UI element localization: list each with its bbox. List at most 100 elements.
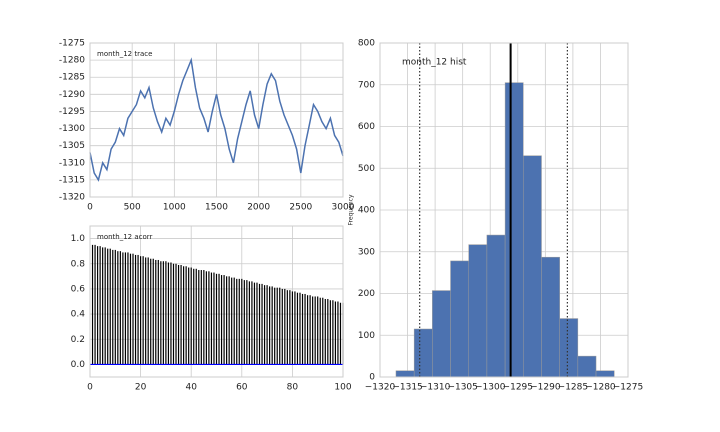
y-tick-label: 700: [358, 80, 375, 90]
acorr-stem: [253, 282, 256, 365]
acorr-stem: [122, 252, 124, 365]
acorr-stem: [190, 267, 192, 365]
acorr-stem: [218, 273, 220, 365]
acorr-stem: [198, 270, 200, 365]
x-tick-label: 80: [287, 383, 299, 393]
acorr-stem: [256, 282, 258, 365]
hist-bar: [468, 244, 488, 378]
acorr-stem: [200, 270, 202, 365]
acorr-stem: [117, 251, 119, 365]
acorr-stem: [248, 281, 250, 365]
acorr-stem: [172, 263, 175, 365]
acorr-stem: [160, 261, 162, 365]
x-tick-label: 60: [236, 383, 248, 393]
acorr-stem: [152, 258, 154, 365]
acorr-stem: [220, 275, 223, 365]
x-tick-label: 40: [185, 383, 197, 393]
hist-bar: [595, 370, 615, 378]
x-tick-label: 1500: [205, 203, 228, 213]
y-tick-label: -1320: [59, 193, 85, 203]
acorr-stem: [258, 283, 261, 365]
acorr-stem: [233, 277, 235, 365]
acorr-stem: [314, 296, 316, 365]
acorr-stem: [203, 270, 205, 365]
acorr-stem: [274, 287, 276, 365]
hist-bar: [432, 290, 451, 378]
y-tick-label: 400: [358, 206, 375, 216]
acorr-stem: [107, 248, 109, 365]
acorr-stem: [112, 249, 114, 365]
acorr-stem: [124, 252, 127, 365]
y-tick-label: -1290: [59, 90, 85, 100]
acorr-stem: [284, 288, 286, 365]
x-tick-label: −1295: [503, 383, 533, 393]
acorr-stem: [289, 290, 291, 365]
acorr-stem: [210, 272, 213, 365]
axes-title: month_12 trace: [97, 50, 152, 58]
axes-frame: [379, 42, 629, 378]
acorr-stem: [213, 272, 215, 365]
acorr-stem: [301, 293, 304, 365]
acorr-stem: [223, 275, 225, 365]
acorr-stem: [162, 261, 164, 365]
acorr-stem: [269, 286, 271, 365]
acorr-stem: [109, 248, 111, 365]
acorr-stem: [304, 293, 306, 365]
acorr-stem: [279, 287, 281, 365]
acorr-stem: [291, 291, 293, 365]
acorr-stem: [119, 251, 121, 365]
trace-line: [89, 57, 344, 182]
y-tick-label: -1300: [59, 124, 85, 134]
acorr-stem: [329, 300, 331, 365]
y-tick-label: -1310: [59, 158, 85, 168]
acorr-stem: [102, 247, 104, 365]
acorr-stem: [137, 254, 139, 365]
x-tick-label: 500: [124, 203, 141, 213]
acorr-stem: [306, 295, 309, 365]
acorr-stem: [238, 278, 240, 365]
acorr-stem: [317, 296, 319, 365]
x-tick-label: −1275: [613, 383, 643, 393]
y-tick-label: 300: [358, 247, 375, 257]
axes-title: month_12 hist: [402, 58, 467, 68]
y-tick-label: 500: [358, 164, 375, 174]
acorr-stem: [193, 268, 195, 365]
acorr-stem: [276, 287, 278, 365]
acorr-stem: [299, 292, 301, 365]
acorr-stem: [96, 246, 99, 365]
x-tick-label: −1285: [558, 383, 588, 393]
acorr-stem: [215, 273, 218, 365]
x-tick-label: 20: [135, 383, 147, 393]
acorr-stem: [327, 298, 329, 365]
acorr-stem: [243, 280, 245, 365]
acorr-stem: [324, 298, 326, 365]
acorr-stem: [226, 276, 228, 365]
hist-bar: [395, 370, 415, 378]
acorr-stem: [185, 266, 187, 365]
acorr-stem: [205, 271, 207, 365]
acorr-stem: [266, 285, 268, 365]
acorr-stem: [188, 267, 190, 365]
acorr-stem: [281, 288, 283, 365]
acorr-stem: [145, 257, 147, 365]
acorr-stem: [147, 257, 149, 365]
x-tick-label: 3000: [332, 203, 355, 213]
y-axis-label: Frequency: [348, 194, 355, 225]
hist-bar: [541, 256, 560, 378]
hist-bar: [450, 260, 469, 378]
y-tick-label: 0.0: [71, 360, 86, 370]
acorr-stem: [165, 261, 167, 365]
acorr-stem: [155, 259, 157, 365]
acorr-stem: [140, 256, 142, 365]
y-tick-label: -1305: [59, 141, 85, 151]
y-tick-label: -1315: [59, 175, 85, 185]
y-tick-label: 600: [358, 122, 375, 132]
acorr-stem: [322, 297, 324, 365]
acorr-stem: [114, 249, 116, 365]
acorr-stem: [167, 262, 170, 365]
hist-bar: [486, 234, 506, 378]
y-tick-label: 100: [358, 331, 375, 341]
y-tick-label: 0.4: [71, 310, 86, 320]
acorr-stem: [286, 290, 288, 365]
